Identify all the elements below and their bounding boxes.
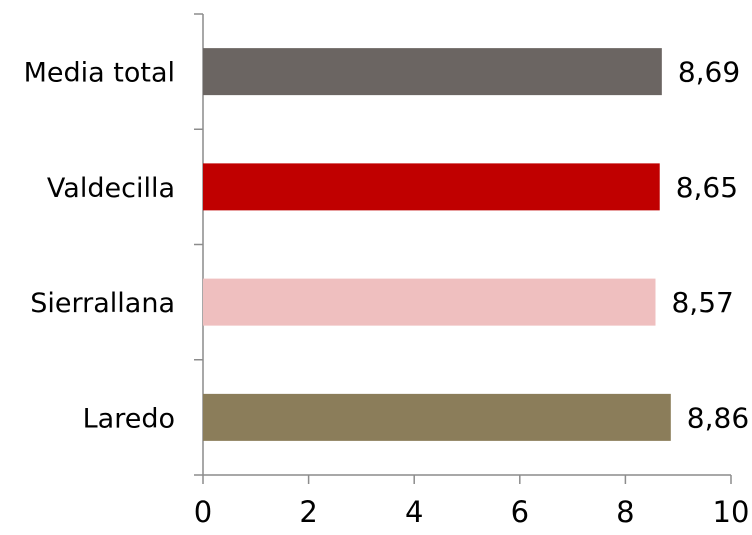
category-label: Media total <box>24 58 175 89</box>
x-tick-label: 0 <box>194 495 212 529</box>
x-tick-label: 6 <box>511 495 529 529</box>
category-label: Valdecilla <box>47 173 175 204</box>
chart-bars <box>203 48 671 441</box>
bar <box>203 278 656 326</box>
category-label: Laredo <box>83 403 175 434</box>
data-label: 8,65 <box>676 171 738 204</box>
x-tick-label: 10 <box>713 495 750 529</box>
category-label: Sierrallana <box>30 288 175 319</box>
data-label: 8,86 <box>687 401 749 434</box>
x-tick-label: 4 <box>405 495 423 529</box>
data-label: 8,69 <box>678 56 740 89</box>
x-tick-label: 8 <box>616 495 634 529</box>
bar <box>203 163 660 211</box>
data-label: 8,57 <box>671 286 733 319</box>
x-tick-label: 2 <box>299 495 317 529</box>
bar <box>203 393 671 441</box>
bar <box>203 48 662 96</box>
chart-labels: 0 2 4 6 8 10 Media total 8,69 Valdecilla 8,65 Sier… <box>24 56 750 529</box>
